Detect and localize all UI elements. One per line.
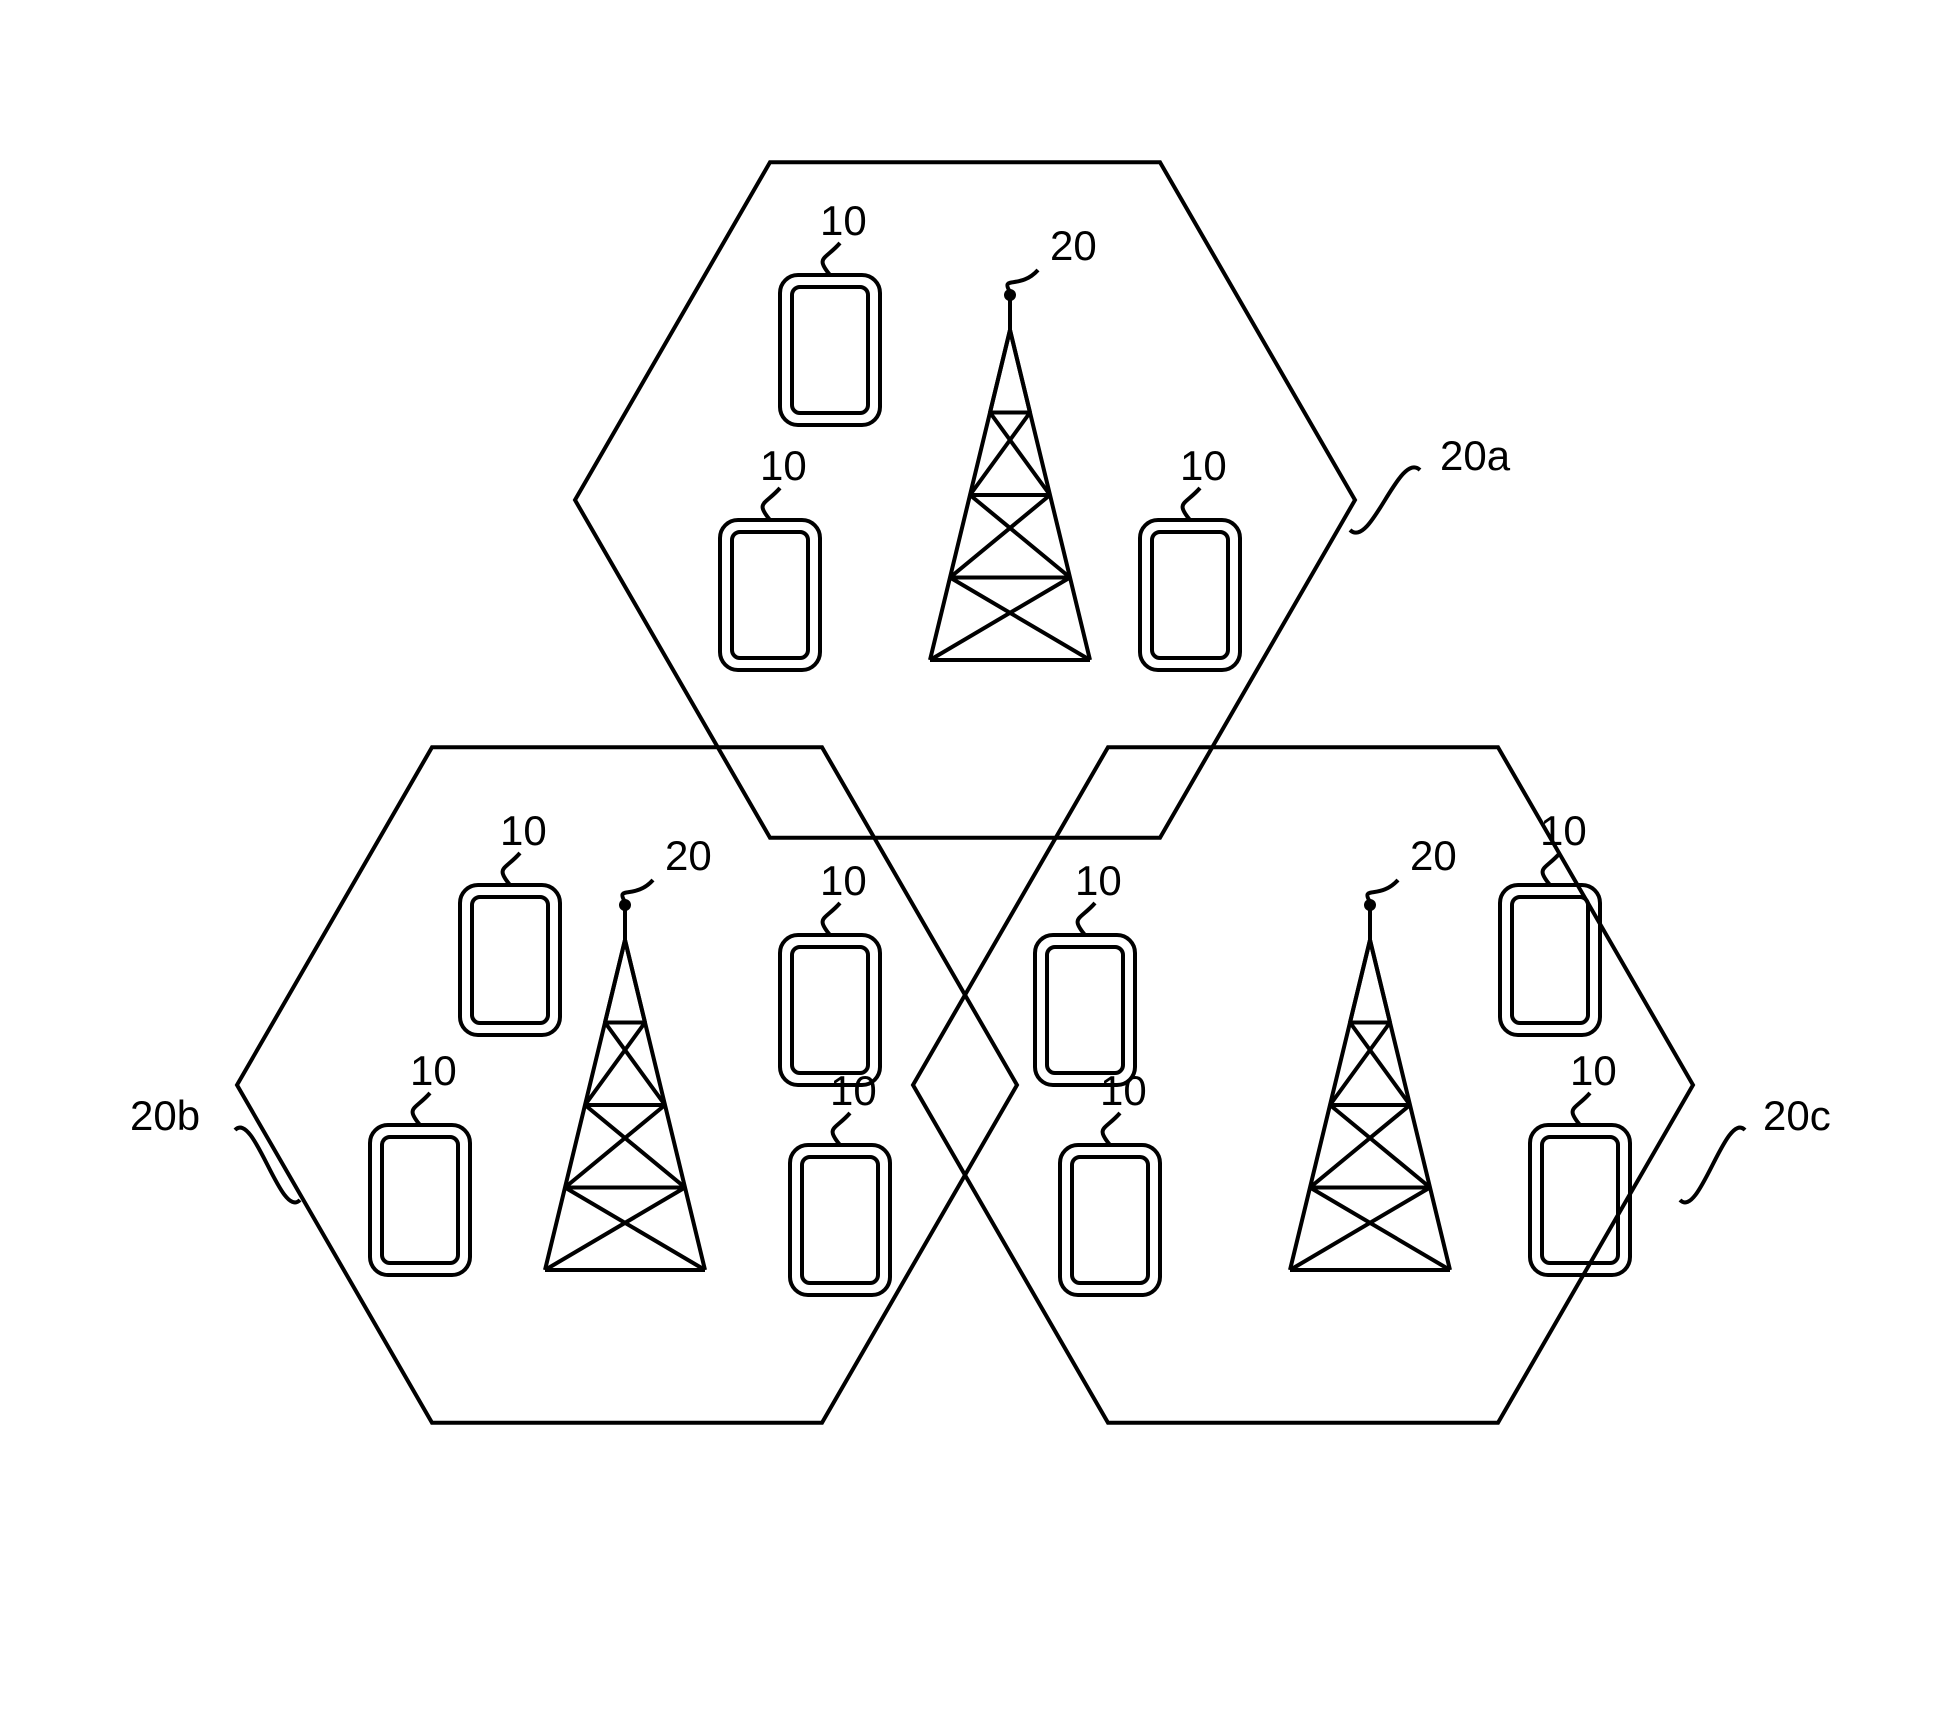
device-label-lead [503, 853, 520, 885]
device-label: 10 [410, 1047, 457, 1094]
device-label: 10 [820, 197, 867, 244]
device-label: 10 [500, 807, 547, 854]
tower-label-lead [1367, 880, 1398, 902]
device-label: 10 [1180, 442, 1227, 489]
cell-label-lead [1680, 1128, 1745, 1203]
device-label: 10 [1075, 857, 1122, 904]
tower: 20 [545, 832, 712, 1270]
device-label: 10 [1100, 1067, 1147, 1114]
device: 10 [720, 442, 820, 670]
device-label-lead [1183, 488, 1200, 520]
device-label-lead [413, 1093, 430, 1125]
device: 10 [780, 197, 880, 425]
cell-label: 20c [1763, 1092, 1831, 1139]
device-label-lead [823, 243, 840, 275]
device: 10 [1500, 807, 1600, 1035]
tower: 20 [930, 222, 1097, 660]
device-label-lead [1543, 853, 1560, 885]
device-label-lead [833, 1113, 850, 1145]
device-label: 10 [830, 1067, 877, 1114]
device: 10 [1140, 442, 1240, 670]
device-label-lead [1078, 903, 1095, 935]
hex-cells [237, 162, 1693, 1422]
device: 10 [1060, 1067, 1160, 1295]
device-label-lead [1573, 1093, 1590, 1125]
tower-label: 20 [665, 832, 712, 879]
tower-label-lead [622, 880, 653, 902]
tower-label: 20 [1050, 222, 1097, 269]
device: 10 [1035, 857, 1135, 1085]
device: 10 [460, 807, 560, 1035]
device: 10 [1530, 1047, 1630, 1275]
device: 10 [790, 1067, 890, 1295]
device-label-lead [1103, 1113, 1120, 1145]
device-label: 10 [1540, 807, 1587, 854]
cell-label-lead [1350, 467, 1420, 532]
device-label-lead [823, 903, 840, 935]
device: 10 [370, 1047, 470, 1275]
cell-label: 20a [1440, 432, 1511, 479]
cell-label: 20b [130, 1092, 200, 1139]
device-label: 10 [1570, 1047, 1617, 1094]
device-label-lead [763, 488, 780, 520]
tower-label: 20 [1410, 832, 1457, 879]
tower-label-lead [1007, 270, 1038, 292]
hex-cell [237, 747, 1017, 1422]
tower: 20 [1290, 832, 1457, 1270]
diagram-canvas: 20a 20b 20c 20 20 20 10 10 10 10 10 10 10 10 10 10 10 [0, 0, 1943, 1712]
hex-cell [575, 162, 1355, 837]
device-label: 10 [760, 442, 807, 489]
device: 10 [780, 857, 880, 1085]
device-label: 10 [820, 857, 867, 904]
